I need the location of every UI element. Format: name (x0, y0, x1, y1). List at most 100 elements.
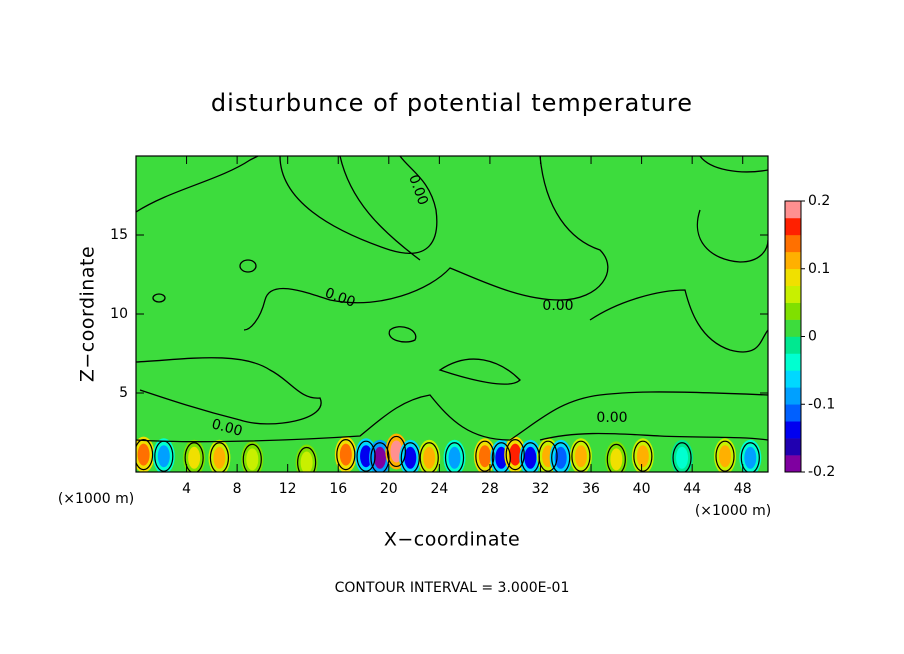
field-blob (524, 446, 537, 469)
colorbar-band (785, 217, 801, 236)
y-axis-label: Z−coordinate (77, 246, 99, 382)
contour-line (136, 439, 154, 471)
x-axis-label: X−coordinate (384, 529, 520, 551)
y-tick-label: 15 (110, 227, 128, 243)
colorbar-band (785, 302, 801, 320)
contour-line (136, 391, 768, 443)
y-tick-label: 5 (119, 385, 128, 401)
colorbar-band (785, 268, 801, 286)
contour-label: 0.00 (210, 416, 244, 440)
contour-line (672, 442, 692, 472)
colorbar-band (785, 421, 801, 439)
colorbar-tick-label: 0 (808, 329, 817, 345)
contour-line (538, 440, 558, 472)
field-blob (423, 446, 436, 469)
x-tick-label: 36 (582, 481, 600, 497)
contour-line (606, 443, 626, 472)
field-blob (213, 446, 226, 469)
contour-line (370, 442, 390, 472)
contour-line (386, 435, 406, 468)
x-tick-label: 40 (633, 481, 651, 497)
contour-line (242, 443, 262, 472)
x-unit-label: (×1000 m) (695, 503, 771, 519)
contour-line (491, 442, 511, 472)
colorbar-band (785, 438, 801, 456)
x-tick-label: 12 (279, 481, 297, 497)
field-blob (157, 445, 170, 468)
contour-line (571, 440, 591, 472)
colorbar-band (785, 404, 801, 422)
contour-line (297, 446, 317, 472)
contour-line (339, 156, 421, 261)
colorbar-band (785, 319, 801, 337)
x-tick-label: 32 (532, 481, 550, 497)
contour-line (740, 442, 760, 472)
contour-line (239, 259, 257, 273)
contour-line (551, 442, 571, 472)
field-blob (246, 448, 259, 471)
field-blob (448, 446, 461, 469)
contour-line (715, 440, 735, 472)
contour-line (279, 156, 438, 254)
field-blob (574, 445, 587, 468)
x-tick-label: 28 (481, 481, 499, 497)
chart-title: disturbunce of potential temperature (211, 89, 693, 117)
x-tick-label: 4 (182, 481, 191, 497)
field-blob (719, 445, 732, 468)
contour-line (400, 442, 420, 472)
contour-line (154, 440, 174, 472)
field-blob (676, 446, 689, 469)
colorbar-tick-label: -0.2 (808, 464, 835, 480)
colorbar-tick-label: 0.1 (808, 261, 830, 277)
contour-line (539, 432, 768, 441)
field-blob (636, 445, 649, 468)
contour-label: 0.00 (542, 298, 573, 314)
colorbar-band (785, 251, 801, 270)
field-blob (554, 446, 567, 469)
contour-line (388, 326, 417, 343)
contour-line (444, 442, 465, 472)
contour-line (505, 439, 525, 471)
contour-line (136, 156, 259, 213)
contour-line (209, 442, 230, 472)
field-blob (610, 448, 623, 471)
contour-line (184, 442, 204, 472)
field-blob (404, 446, 417, 469)
colorbar-tick-label: 0.2 (808, 193, 830, 209)
contour-line (696, 209, 768, 263)
contour-line (633, 440, 653, 472)
contour-line (336, 439, 356, 471)
contour-line (589, 289, 768, 353)
field-blob (360, 445, 373, 468)
field-blob (188, 446, 201, 469)
y-unit-label: (×1000 m) (58, 491, 134, 507)
field-blob (509, 443, 522, 466)
x-tick-label: 8 (233, 481, 242, 497)
contour-line (243, 156, 609, 331)
x-tick-label: 20 (380, 481, 398, 497)
colorbar-band (785, 336, 801, 354)
field-blob (300, 451, 313, 472)
colorbar-band (785, 353, 801, 371)
contour-line (475, 440, 495, 472)
colorbar-band (785, 455, 801, 473)
colorbar-band (785, 234, 801, 253)
x-tick-label: 24 (430, 481, 448, 497)
field-blob (137, 443, 150, 466)
contour-line (438, 358, 521, 385)
y-tick-label: 10 (110, 306, 128, 322)
field-blob (744, 446, 757, 469)
colorbar-tick-label: -0.1 (808, 396, 835, 412)
footer: CONTOUR INTERVAL = 3.000E-01 (335, 580, 570, 596)
colorbar-band (785, 201, 801, 219)
field-blob (478, 445, 491, 468)
x-tick-label: 16 (329, 481, 347, 497)
colorbar-band (785, 370, 801, 388)
contour-lines (136, 156, 768, 472)
contour-line (136, 357, 322, 425)
colorbar-band (785, 387, 801, 405)
x-tick-label: 48 (734, 481, 752, 497)
contour-line (699, 156, 768, 173)
contour-line (356, 440, 376, 472)
